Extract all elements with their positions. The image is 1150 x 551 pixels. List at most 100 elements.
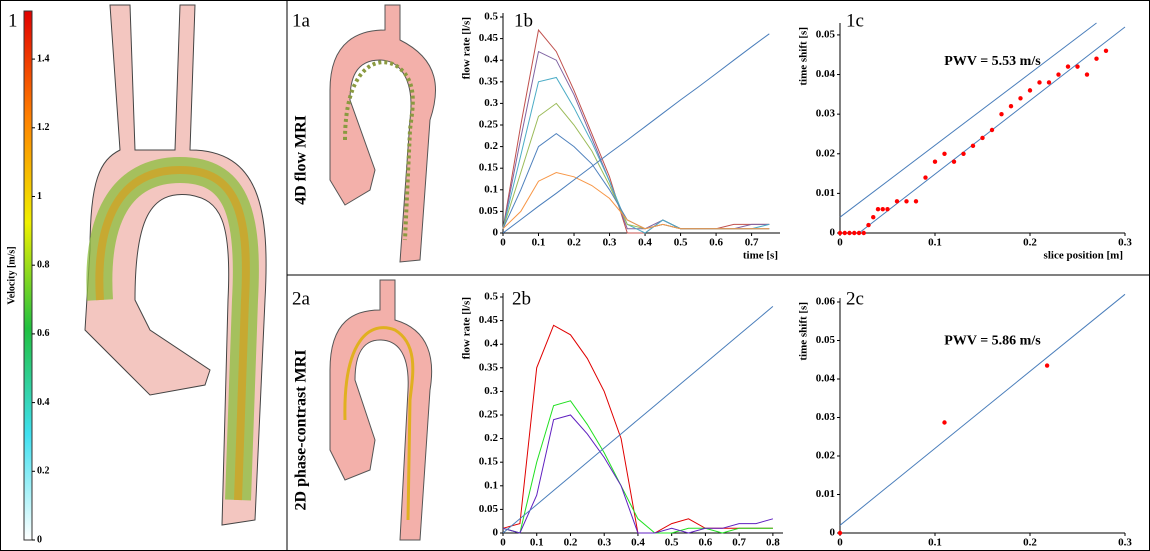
x-tick-label: 0.7 xyxy=(732,537,746,549)
point xyxy=(1103,48,1109,53)
x-tick-label: 0.8 xyxy=(766,537,780,549)
point xyxy=(1044,363,1050,368)
view-label: 4D flow MRI xyxy=(293,115,310,205)
point xyxy=(951,159,957,164)
y-tick-label: 0.06 xyxy=(816,296,836,308)
y-tick-label: 0.45 xyxy=(479,314,499,326)
point xyxy=(961,151,966,156)
y-tick-label: 0.25 xyxy=(479,119,499,131)
x-tick-label: 0.3 xyxy=(603,237,617,249)
y-tick-label: 0.35 xyxy=(479,75,499,87)
y-axis-label: time shift [s] xyxy=(798,27,810,86)
point xyxy=(942,420,947,425)
series-line xyxy=(502,76,770,234)
point xyxy=(942,151,947,156)
y-tick-label: 0 xyxy=(493,527,499,539)
point xyxy=(894,199,900,204)
y-tick-label: 0 xyxy=(830,227,836,239)
series-line xyxy=(502,171,770,230)
panel-label: 1b xyxy=(514,10,533,31)
series-line xyxy=(502,102,770,230)
panel-label: 2a xyxy=(292,288,311,309)
x-tick-label: 0.2 xyxy=(1023,237,1037,249)
point xyxy=(847,230,852,236)
y-tick-label: 0.04 xyxy=(816,373,836,385)
fit-line xyxy=(839,22,1097,218)
x-tick-label: 0.6 xyxy=(709,237,723,249)
point xyxy=(1084,72,1090,77)
x-tick-label: 0.6 xyxy=(699,537,713,549)
x-tick-label: 0.4 xyxy=(638,237,652,249)
point xyxy=(861,230,866,236)
y-tick-label: 0.45 xyxy=(479,32,499,44)
y-axis-label: Velocity [m/s] xyxy=(6,246,17,304)
panel-label: 1a xyxy=(292,10,311,31)
point xyxy=(923,175,928,180)
annotation: PWV = 5.53 m/s xyxy=(944,54,1041,69)
point xyxy=(999,111,1004,117)
y-tick-label: 0.5 xyxy=(484,291,498,303)
x-tick-label: 0.3 xyxy=(597,537,611,549)
point xyxy=(1018,96,1023,101)
y-tick-label: 0 xyxy=(37,534,42,545)
y-tick-label: 0.5 xyxy=(484,11,498,23)
point xyxy=(852,230,857,236)
y-tick-label: 0.35 xyxy=(479,361,499,373)
point xyxy=(1075,64,1080,69)
x-tick-label: 0.2 xyxy=(567,237,581,249)
point xyxy=(1056,72,1061,77)
panel-label: 2b xyxy=(512,288,531,309)
series-line xyxy=(502,324,773,534)
y-tick-label: 0.01 xyxy=(816,187,835,199)
x-tick-label: 0 xyxy=(500,237,506,249)
point xyxy=(856,230,862,236)
y-tick-label: 0.2 xyxy=(37,466,50,477)
x-tick-label: 0.3 xyxy=(1118,537,1132,549)
y-tick-label: 0.05 xyxy=(816,28,836,40)
y-tick-label: 0.4 xyxy=(484,338,498,350)
point xyxy=(904,199,909,204)
y-tick-label: 1 xyxy=(37,191,42,202)
y-tick-label: 0.01 xyxy=(816,488,835,500)
point xyxy=(842,230,847,236)
panel-label: 1c xyxy=(846,10,864,31)
y-tick-label: 0.1 xyxy=(484,183,498,195)
point xyxy=(1094,56,1099,61)
y-tick-label: 0 xyxy=(493,227,499,239)
x-axis-label: time [s] xyxy=(743,250,778,262)
point xyxy=(1046,80,1052,85)
point xyxy=(1008,104,1014,109)
y-tick-label: 0.05 xyxy=(479,503,499,515)
point xyxy=(875,207,881,212)
x-tick-label: 0.1 xyxy=(530,537,544,549)
series-line xyxy=(502,50,770,230)
y-tick-label: 0.15 xyxy=(479,162,499,174)
colorbar xyxy=(23,10,33,541)
series-line xyxy=(502,33,770,234)
x-tick-label: 0 xyxy=(500,537,506,549)
view-label: 2D phase-contrast MRI xyxy=(293,350,310,511)
y-tick-label: 0.15 xyxy=(479,456,499,468)
point xyxy=(913,199,919,204)
x-tick-label: 0.4 xyxy=(631,537,645,549)
fit-line xyxy=(839,293,1126,526)
x-tick-label: 0.5 xyxy=(665,537,679,549)
y-tick-label: 0 xyxy=(830,527,836,539)
y-tick-label: 0.03 xyxy=(816,411,836,423)
y-tick-label: 1.4 xyxy=(37,53,50,64)
x-tick-label: 0.2 xyxy=(1023,537,1037,549)
point xyxy=(866,222,871,228)
x-axis-label: slice position [m] xyxy=(1044,250,1123,262)
series-line xyxy=(502,306,774,534)
aorta-render xyxy=(84,4,436,541)
point xyxy=(970,143,976,149)
y-tick-label: 0.02 xyxy=(816,147,836,159)
y-tick-label: 0.8 xyxy=(37,259,50,270)
point xyxy=(1065,64,1071,69)
panel-label: 2c xyxy=(846,288,864,309)
point xyxy=(880,207,885,212)
y-tick-label: 0.05 xyxy=(816,334,836,346)
x-axis-label: slice position [m] xyxy=(1044,550,1123,551)
series-line xyxy=(502,28,770,234)
